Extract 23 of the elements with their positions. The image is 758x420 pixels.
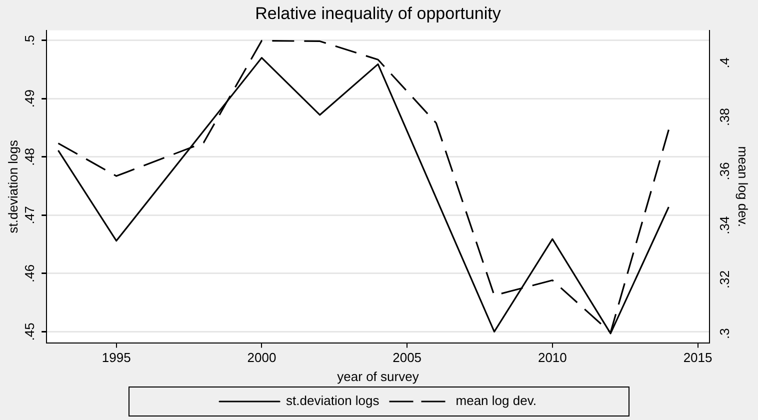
y2-tick-label: .36	[716, 162, 732, 180]
y-tick-label: .5	[22, 34, 38, 46]
x-tick-label: 2000	[247, 350, 276, 366]
x-tick-label: 2015	[683, 350, 712, 366]
legend-label: st.deviation logs	[286, 393, 380, 408]
y2-axis-title: mean log dev.	[736, 146, 751, 227]
y-tick-label: .46	[22, 264, 38, 282]
y2-tick-label: .4	[716, 57, 732, 68]
x-tick-label: 2005	[392, 350, 422, 366]
y2-tick-label: .34	[716, 216, 732, 234]
y2-tick-label: .3	[716, 328, 732, 340]
y-tick-label: .48	[22, 148, 38, 166]
x-tick-label: 2010	[538, 350, 567, 366]
x-tick-label: 1995	[102, 350, 131, 366]
y2-tick-label: .32	[716, 270, 732, 288]
y-axis-title: st.deviation logs	[5, 139, 20, 234]
y-tick-label: .49	[22, 90, 38, 108]
legend-label: mean log dev.	[456, 393, 536, 408]
y-tick-label: .47	[22, 206, 38, 224]
y-tick-label: .45	[22, 322, 38, 341]
chart-title: Relative inequality of opportunity	[255, 4, 502, 23]
y2-tick-label: .38	[716, 108, 732, 126]
x-axis-title: year of survey	[337, 368, 420, 384]
